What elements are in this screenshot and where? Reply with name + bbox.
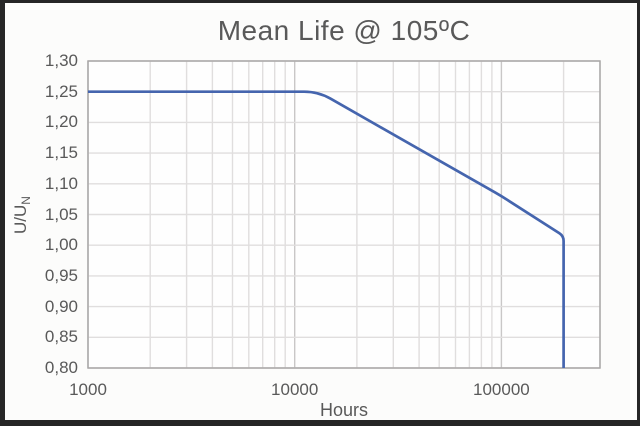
y-tick-label: 1,10 [44, 173, 78, 193]
y-tick-label: 0,80 [44, 358, 78, 377]
y-tick-label: 0,85 [44, 327, 78, 347]
x-tick-label: 10000 [271, 380, 319, 399]
x-tick-label: 100000 [473, 380, 530, 399]
y-tick-label: 1,05 [44, 204, 78, 224]
y-axis-title: U/UN [11, 196, 33, 234]
x-tick-label: 1000 [69, 380, 107, 399]
y-tick-label: 0,90 [44, 296, 78, 316]
y-tick-label: 0,95 [44, 265, 78, 285]
y-tick-label: 1,20 [44, 112, 78, 132]
plot-border [87, 60, 601, 369]
x-axis-title: Hours [319, 400, 368, 420]
chart-title: Mean Life @ 105ºC [217, 15, 471, 46]
series-line [88, 90, 565, 368]
y-tick-label: 1,00 [44, 235, 78, 255]
y-tick-label: 1,25 [44, 81, 78, 101]
y-tick-label: 1,15 [44, 143, 78, 163]
y-axis-title-subscript: N [19, 196, 34, 205]
y-tick-label: 1,30 [44, 51, 78, 70]
y-axis-title-text: U/U [10, 204, 30, 234]
